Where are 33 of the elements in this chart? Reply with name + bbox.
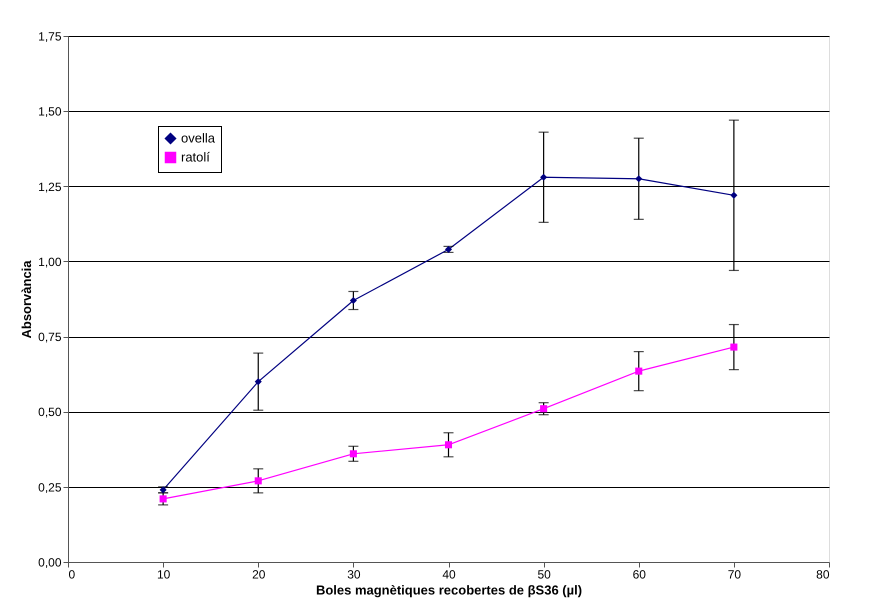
x-tick-label: 40 (442, 568, 456, 582)
x-tick-label: 60 (632, 568, 646, 582)
point (350, 450, 357, 458)
point (254, 477, 262, 484)
point (635, 368, 642, 375)
point (730, 344, 738, 351)
y-tick-label: 1,00 (38, 254, 62, 269)
y-tick-label: 0,25 (38, 480, 62, 494)
x-tick-label: 20 (252, 568, 266, 582)
x-tick-label: 80 (816, 568, 830, 582)
point (444, 441, 452, 448)
point (540, 405, 548, 412)
y-tick-label: 0,00 (38, 556, 62, 570)
y-tick-label: 1,50 (38, 104, 62, 119)
y-axis-title: Absorvància (19, 260, 34, 339)
y-tick-label: 1,25 (38, 180, 62, 194)
point (730, 192, 738, 199)
legend-label: ratolí (181, 150, 210, 164)
point (350, 296, 357, 304)
y-tick-label: 0,75 (38, 330, 62, 344)
x-axis-title: Boles magnètiques recobertes de βS36 (µl) (316, 582, 582, 598)
x-tick-label: 70 (728, 568, 742, 582)
point (160, 495, 167, 502)
y-tick-label: 0,50 (38, 405, 62, 420)
y-tick-label: 1,75 (38, 30, 62, 44)
point (540, 174, 548, 181)
x-tick-label: 10 (156, 568, 171, 582)
point (635, 175, 642, 182)
legend-label: ovella (181, 130, 216, 146)
x-tick-label: 0 (68, 568, 76, 582)
x-tick-label: 30 (347, 568, 361, 582)
x-tick-label: 50 (537, 568, 552, 582)
point (254, 378, 262, 386)
